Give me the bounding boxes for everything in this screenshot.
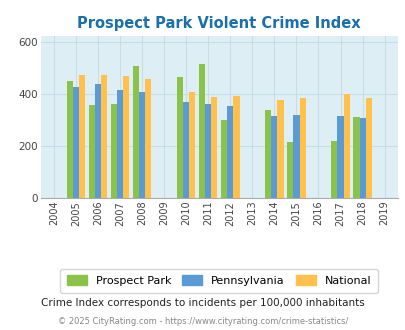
Bar: [117, 90, 123, 198]
Bar: [123, 76, 129, 198]
Bar: [139, 92, 145, 198]
Legend: Prospect Park, Pennsylvania, National: Prospect Park, Pennsylvania, National: [60, 269, 377, 293]
Bar: [220, 120, 227, 198]
Bar: [79, 76, 85, 198]
Bar: [277, 100, 283, 198]
Bar: [271, 116, 277, 198]
Bar: [233, 96, 239, 198]
Text: Crime Index corresponds to incidents per 100,000 inhabitants: Crime Index corresponds to incidents per…: [41, 298, 364, 308]
Bar: [352, 117, 358, 198]
Bar: [286, 142, 293, 198]
Bar: [299, 98, 305, 198]
Bar: [205, 104, 211, 198]
Bar: [177, 77, 183, 198]
Bar: [337, 116, 343, 198]
Bar: [227, 106, 233, 198]
Bar: [330, 141, 337, 198]
Bar: [358, 118, 365, 198]
Bar: [88, 105, 95, 198]
Bar: [343, 94, 349, 198]
Bar: [264, 110, 271, 198]
Bar: [101, 75, 107, 198]
Bar: [211, 97, 217, 198]
Bar: [293, 115, 299, 198]
Bar: [183, 102, 189, 198]
Bar: [145, 79, 151, 198]
Bar: [365, 98, 371, 198]
Bar: [111, 104, 117, 198]
Bar: [72, 87, 79, 198]
Bar: [66, 81, 72, 198]
Title: Prospect Park Violent Crime Index: Prospect Park Violent Crime Index: [77, 16, 360, 31]
Text: © 2025 CityRating.com - https://www.cityrating.com/crime-statistics/: © 2025 CityRating.com - https://www.city…: [58, 317, 347, 326]
Bar: [189, 92, 195, 198]
Bar: [198, 64, 205, 198]
Bar: [95, 84, 101, 198]
Bar: [132, 66, 139, 198]
